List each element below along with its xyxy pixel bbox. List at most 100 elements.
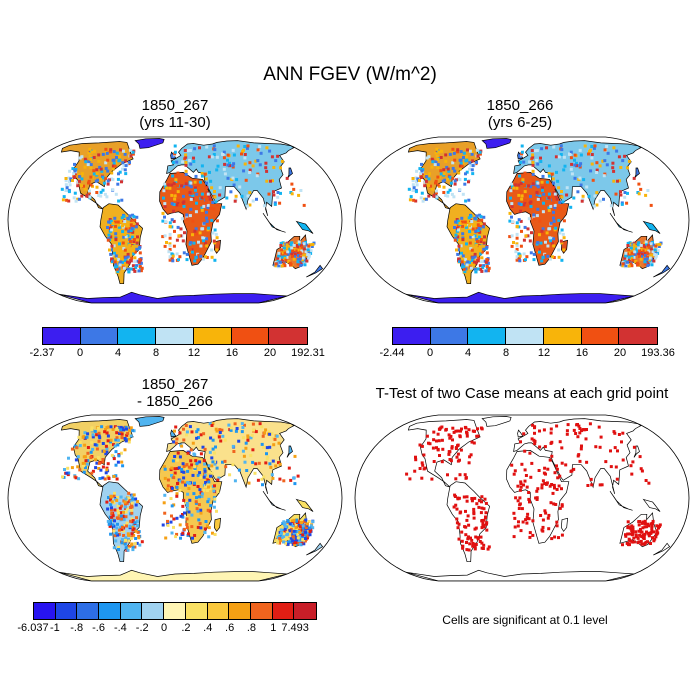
grid-cell xyxy=(80,155,84,159)
grid-cell xyxy=(93,429,97,433)
grid-cell xyxy=(540,147,544,151)
grid-cell xyxy=(478,152,482,156)
grid-cell xyxy=(481,269,485,273)
grid-cell xyxy=(127,539,131,543)
grid-cell xyxy=(248,171,252,174)
grid-cell xyxy=(306,253,310,256)
grid-cell xyxy=(168,236,172,240)
grid-cell xyxy=(213,258,217,262)
grid-cell xyxy=(114,192,118,196)
grid-cell xyxy=(242,169,246,173)
grid-cell xyxy=(126,548,130,552)
grid-cell xyxy=(161,219,165,223)
grid-cell xyxy=(523,184,527,188)
grid-cell xyxy=(536,241,540,245)
grid-cell xyxy=(600,483,604,487)
colorbar-tick-label: 1 xyxy=(270,622,277,634)
grid-cell xyxy=(487,266,491,270)
colorbar-tick-label: 20 xyxy=(613,347,627,359)
grid-cell xyxy=(486,261,490,265)
grid-cell xyxy=(290,192,294,196)
grid-cell xyxy=(110,257,114,261)
grid-cell xyxy=(291,533,295,537)
grid-cell xyxy=(116,509,120,512)
grid-cell xyxy=(233,479,237,483)
grid-cell xyxy=(204,520,208,523)
grid-cell xyxy=(284,541,287,545)
grid-cell xyxy=(625,201,629,205)
grid-cell xyxy=(546,467,550,471)
grid-cell xyxy=(178,489,182,492)
grid-cell xyxy=(125,501,129,505)
grid-cell xyxy=(437,150,441,154)
grid-cell xyxy=(590,483,594,487)
grid-cell xyxy=(173,229,176,233)
grid-cell xyxy=(127,270,131,274)
grid-cell xyxy=(302,247,306,251)
grid-cell xyxy=(441,179,445,183)
grid-cell xyxy=(252,428,255,432)
grid-cell xyxy=(289,243,293,247)
grid-cell xyxy=(285,255,289,259)
grid-cell xyxy=(581,198,585,201)
grid-cell xyxy=(231,444,235,448)
grid-cell xyxy=(196,485,200,488)
grid-cell xyxy=(535,183,539,187)
grid-cell xyxy=(178,523,182,527)
grid-cell xyxy=(414,199,418,203)
grid-cell xyxy=(627,255,631,259)
grid-cell xyxy=(188,498,192,502)
grid-cell xyxy=(249,454,253,458)
grid-cell xyxy=(465,263,469,267)
grid-cell xyxy=(265,452,268,456)
grid-cell xyxy=(172,203,176,206)
grid-cell xyxy=(523,199,527,203)
grid-cell xyxy=(421,199,425,203)
grid-cell xyxy=(615,477,619,481)
grid-cell xyxy=(117,513,121,517)
panel-2-colorbar xyxy=(392,327,658,345)
grid-cell xyxy=(458,435,462,439)
grid-cell xyxy=(432,460,436,463)
grid-cell xyxy=(76,455,80,459)
grid-cell xyxy=(631,258,635,262)
grid-cell xyxy=(110,515,114,519)
grid-cell xyxy=(470,440,474,444)
grid-cell xyxy=(602,197,605,201)
grid-cell xyxy=(482,215,486,219)
grid-cell xyxy=(484,501,488,505)
grid-cell xyxy=(658,243,662,246)
grid-cell xyxy=(129,240,132,244)
grid-cell xyxy=(132,493,136,497)
grid-cell xyxy=(106,238,110,242)
grid-cell xyxy=(191,194,195,198)
grid-cell xyxy=(131,497,135,501)
grid-cell xyxy=(173,467,177,471)
grid-cell xyxy=(530,437,534,441)
grid-cell xyxy=(601,159,605,163)
grid-cell xyxy=(456,252,460,256)
grid-cell xyxy=(266,455,270,459)
grid-cell xyxy=(175,494,179,498)
grid-cell xyxy=(272,443,276,447)
grid-cell xyxy=(105,466,109,470)
grid-cell xyxy=(633,252,637,256)
grid-cell xyxy=(251,460,255,464)
grid-cell xyxy=(215,466,219,470)
grid-cell xyxy=(213,462,217,466)
grid-cell xyxy=(200,164,204,168)
grid-cell xyxy=(592,204,596,208)
grid-cell xyxy=(278,201,282,205)
grid-cell xyxy=(271,179,274,183)
grid-cell xyxy=(262,475,266,479)
grid-cell xyxy=(215,168,219,172)
grid-cell xyxy=(124,439,128,443)
grid-cell xyxy=(215,155,219,159)
grid-cell xyxy=(223,162,227,166)
grid-cell xyxy=(194,500,198,504)
grid-cell xyxy=(296,245,300,249)
grid-cell xyxy=(652,539,656,543)
grid-cell xyxy=(453,179,457,183)
grid-cell xyxy=(308,533,312,537)
grid-cell xyxy=(120,527,124,531)
